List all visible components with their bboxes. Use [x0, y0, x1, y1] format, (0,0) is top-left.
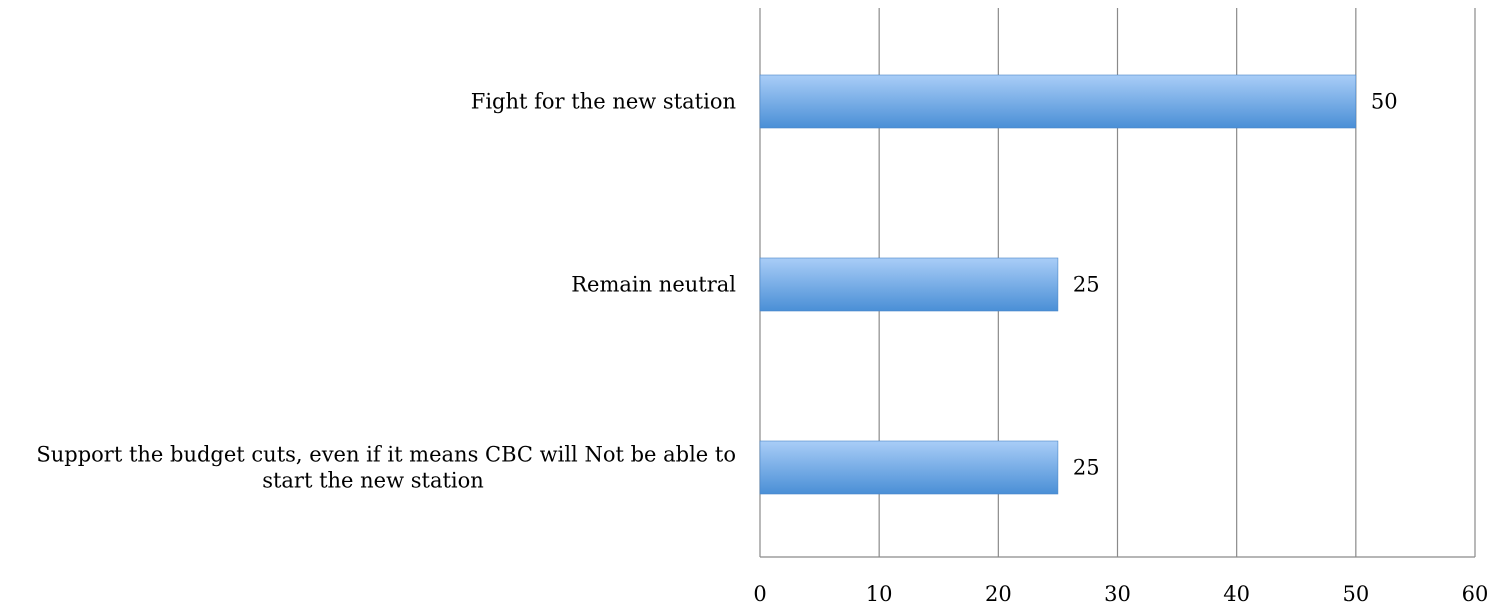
x-tick-label: 40	[1223, 582, 1250, 606]
category-label: Remain neutral	[571, 273, 736, 297]
category-label: Support the budget cuts, even if it mean…	[36, 443, 736, 493]
data-label: 50	[1371, 90, 1398, 114]
category-label: Fight for the new station	[471, 90, 736, 114]
category-label-line: Remain neutral	[571, 273, 736, 297]
x-tick-label: 60	[1462, 582, 1489, 606]
bar	[759, 74, 1357, 129]
data-label: 25	[1073, 273, 1100, 297]
bar	[759, 440, 1059, 495]
x-tick-label: 0	[753, 582, 766, 606]
x-tick-label: 50	[1342, 582, 1369, 606]
x-tick-label: 10	[866, 582, 893, 606]
data-label: 25	[1073, 456, 1100, 480]
x-tick-label: 30	[1104, 582, 1131, 606]
x-tick-label: 20	[985, 582, 1012, 606]
bar	[759, 257, 1059, 312]
labels: 0 10 20 30 40 50 60 50 Fight for the new station…	[36, 90, 1488, 607]
bars	[759, 74, 1357, 495]
category-label-line: Support the budget cuts, even if it mean…	[36, 443, 736, 467]
category-label-line: start the new station	[262, 469, 484, 493]
category-label-line: Fight for the new station	[471, 90, 736, 114]
